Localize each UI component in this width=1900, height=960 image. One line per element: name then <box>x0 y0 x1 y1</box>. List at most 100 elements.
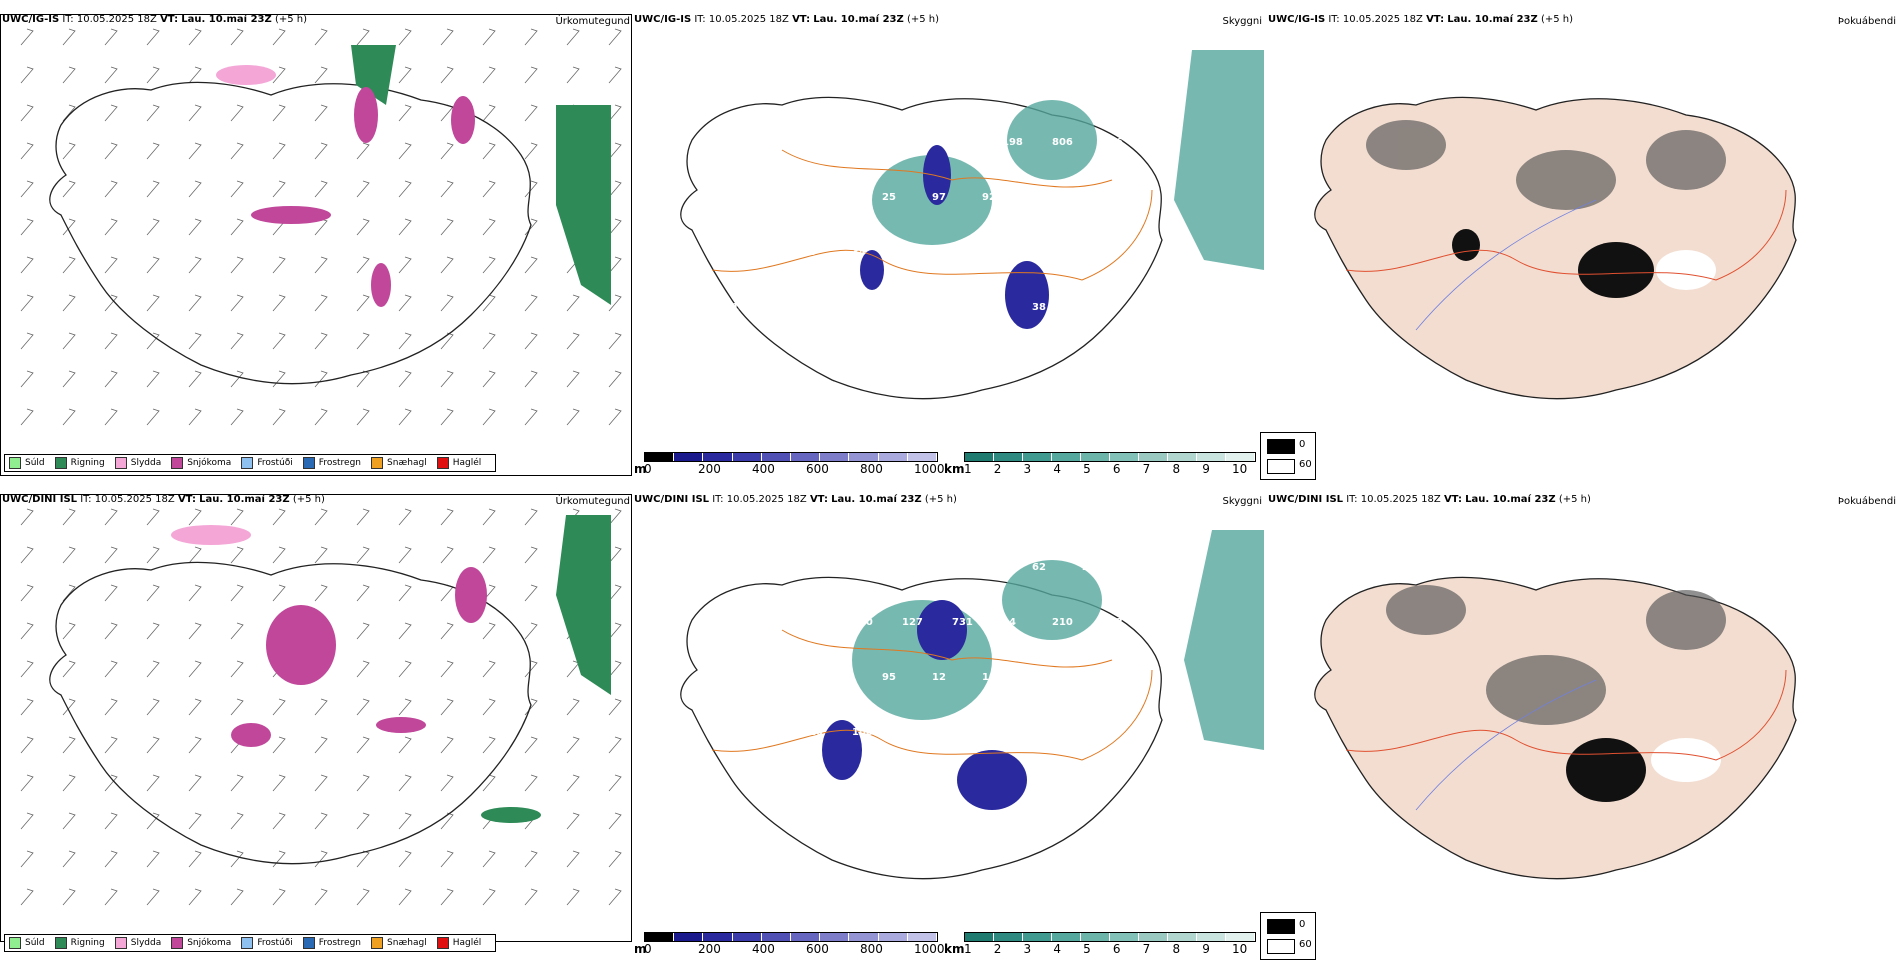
wind-barb <box>356 546 370 564</box>
wind-barb <box>20 180 34 198</box>
wind-barb <box>566 66 580 84</box>
wind-barb <box>398 66 412 84</box>
wind-barb <box>608 660 622 678</box>
colorbar-strip <box>964 932 1256 942</box>
colorbar-tick: 200 <box>698 462 721 476</box>
cloud-height-label: 12 <box>952 137 966 148</box>
wind-barb <box>272 28 286 46</box>
colorbar-tick: 800 <box>860 462 883 476</box>
wind-barb <box>566 28 580 46</box>
wind-barb <box>104 218 118 236</box>
cloud-height-label: 93 <box>832 82 846 93</box>
wind-barb <box>608 332 622 350</box>
colorbar-segment <box>1226 933 1255 941</box>
cloud-height-label: 513 <box>782 192 803 203</box>
wind-barb <box>20 66 34 84</box>
wind-barb <box>62 698 76 716</box>
fog-legend-swatch <box>1267 439 1295 454</box>
wind-barb <box>608 774 622 792</box>
colorbar-segment <box>994 933 1023 941</box>
wind-barb <box>356 408 370 426</box>
wind-barb <box>524 774 538 792</box>
colorbar-segment <box>994 453 1023 461</box>
sleet-area <box>171 525 251 545</box>
colorbar-visibility: km 1 2 3 4 5 6 7 8 9 10 <box>944 452 1262 478</box>
legend-swatch <box>9 937 21 949</box>
colorbar-tick: 10 <box>1232 942 1248 956</box>
legend-swatch <box>371 457 384 469</box>
wind-barb <box>566 774 580 792</box>
wind-barb <box>356 584 370 602</box>
wind-barb <box>272 888 286 906</box>
wind-barb <box>608 408 622 426</box>
wind-barb <box>146 508 160 526</box>
cloud-height-label: 72 <box>1082 672 1096 683</box>
cloud-height-label: 210 <box>1052 617 1073 628</box>
cloud-height-label: 79 <box>902 727 916 738</box>
colorbar-segment <box>645 933 675 941</box>
wind-barb <box>272 508 286 526</box>
wind-barb <box>272 180 286 198</box>
colorbar-segment <box>1081 933 1110 941</box>
colorbar-strip <box>644 932 938 942</box>
wind-barb <box>314 370 328 388</box>
wind-barb <box>146 584 160 602</box>
wind-barb <box>566 408 580 426</box>
wind-barb <box>146 218 160 236</box>
snow-area-south <box>371 263 391 307</box>
wind-barb <box>524 294 538 312</box>
cloud-height-label: 10 <box>1002 727 1016 738</box>
colorbar-tick: 7 <box>1142 462 1151 476</box>
wind-barb <box>356 508 370 526</box>
wind-barb <box>524 66 538 84</box>
legend-item: Haglél <box>436 457 481 469</box>
wind-barb <box>62 28 76 46</box>
wind-barb <box>20 584 34 602</box>
fog-legend-label: 60 <box>1299 939 1312 950</box>
legend-item: Frostúði <box>241 937 293 949</box>
colorbar-strip <box>964 452 1256 462</box>
wind-barb <box>20 622 34 640</box>
panel-title: Skyggni <box>1222 16 1262 27</box>
wind-barb <box>356 218 370 236</box>
wind-barb <box>146 812 160 830</box>
fog-dense <box>1566 738 1646 802</box>
wind-barb <box>146 660 160 678</box>
cloud-height-label: 75 <box>882 82 896 93</box>
wind-barb <box>524 104 538 122</box>
colorbar-segment <box>703 933 733 941</box>
legend-item: Rigning <box>54 937 105 949</box>
wind-barb <box>314 256 328 274</box>
wind-barb <box>524 888 538 906</box>
wind-barb <box>314 66 328 84</box>
wind-barb <box>608 584 622 602</box>
wind-barb <box>104 408 118 426</box>
wind-barb <box>146 774 160 792</box>
fog-legend-swatch <box>1267 919 1295 934</box>
cloud-height-label: 13 <box>1082 192 1096 203</box>
cloud-height-label: 198 <box>1002 137 1023 148</box>
iceland-precip-map <box>20 28 622 426</box>
wind-barb <box>566 660 580 678</box>
colorbar-tick: 7 <box>1142 942 1151 956</box>
colorbar-segment <box>1139 933 1168 941</box>
wind-barb <box>104 294 118 312</box>
wind-barb <box>482 370 496 388</box>
legend-label: Snæhagl <box>387 938 427 948</box>
wind-barb <box>356 736 370 754</box>
colorbar-segment <box>703 453 733 461</box>
wind-barb <box>104 736 118 754</box>
colorbar-tick: 2 <box>993 942 1002 956</box>
wind-barb <box>230 104 244 122</box>
wind-barb <box>398 104 412 122</box>
wind-barb <box>482 736 496 754</box>
wind-barb <box>188 812 202 830</box>
wind-barb <box>356 256 370 274</box>
legend-item: Súld <box>9 457 45 469</box>
map-fog-index <box>1266 30 1898 450</box>
wind-barb <box>608 812 622 830</box>
colorbar-tick: 2 <box>993 462 1002 476</box>
wind-barb <box>272 104 286 122</box>
panel-header: UWC/DINI ISL IT: 10.05.2025 18Z VT: Lau.… <box>1268 494 1591 505</box>
panel-title: Þokuábendi <box>1837 496 1896 507</box>
